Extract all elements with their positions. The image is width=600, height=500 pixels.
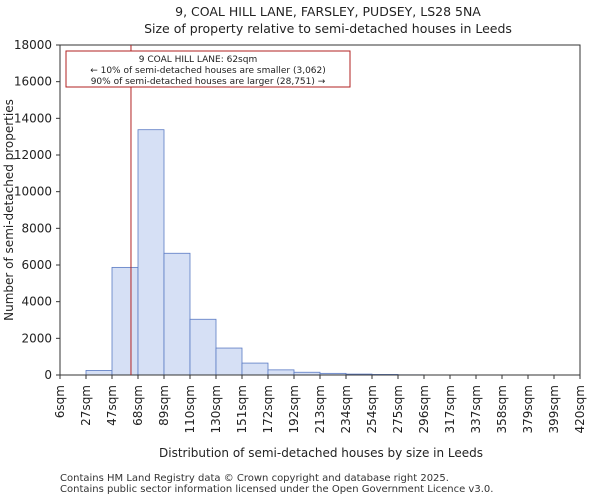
bar <box>267 369 295 376</box>
x-tick-label: 358sqm <box>495 385 509 433</box>
x-tick-label: 6sqm <box>53 385 67 418</box>
x-tick-label: 68sqm <box>131 385 145 426</box>
annotation-box <box>65 50 351 88</box>
bar <box>111 266 139 376</box>
x-tick-label: 254sqm <box>365 385 379 433</box>
y-tick-label: 4000 <box>21 295 52 309</box>
x-tick-label: 399sqm <box>547 385 561 433</box>
plot-area: 0 2000 4000 6000 8000 10000 12000 14000 16000 180… <box>14 38 587 433</box>
chart-subtitle: Size of property relative to semi-detach… <box>144 21 512 36</box>
x-tick-label: 337sqm <box>469 385 483 433</box>
x-tick-label: 213sqm <box>313 385 327 433</box>
y-tick-label: 2000 <box>21 331 52 345</box>
x-tick-label: 192sqm <box>287 385 301 433</box>
chart-title: 9, COAL HILL LANE, FARSLEY, PUDSEY, LS28… <box>175 4 481 19</box>
x-tick-label: 234sqm <box>339 385 353 433</box>
y-tick-label: 16000 <box>14 75 52 89</box>
y-tick-label: 18000 <box>14 38 52 52</box>
y-tick-label: 10000 <box>14 185 52 199</box>
x-tick-label: 89sqm <box>157 385 171 426</box>
footer-licence: Contains public sector information licen… <box>60 484 494 495</box>
annotation-line: 9 COAL HILL LANE: 62sqm <box>139 55 257 65</box>
y-axis-label: Number of semi-detached properties <box>2 99 16 321</box>
x-tick-label: 317sqm <box>443 385 457 433</box>
y-tick-label: 8000 <box>21 221 52 235</box>
bar <box>189 318 217 376</box>
bar <box>137 129 165 376</box>
x-tick-label: 379sqm <box>521 385 535 433</box>
y-tick-label: 12000 <box>14 148 52 162</box>
bar <box>241 362 269 376</box>
x-tick-label: 130sqm <box>209 385 223 433</box>
x-tick-label: 296sqm <box>417 385 431 433</box>
x-tick-label: 110sqm <box>183 385 197 433</box>
x-tick-label: 47sqm <box>105 385 119 426</box>
x-tick-label: 420sqm <box>573 385 587 433</box>
bar <box>85 370 113 376</box>
bar <box>215 347 243 376</box>
x-tick-label: 172sqm <box>261 385 275 433</box>
y-tick-label: 14000 <box>14 111 52 125</box>
annotation-line: ← 10% of semi-detached houses are smalle… <box>90 66 326 76</box>
footer-copyright: Contains HM Land Registry data © Crown c… <box>60 473 449 484</box>
y-tick-label: 0 <box>44 368 52 382</box>
annotation-line: 90% of semi-detached houses are larger (… <box>91 77 326 87</box>
bar <box>163 252 191 376</box>
y-tick-label: 6000 <box>21 258 52 272</box>
x-tick-label: 27sqm <box>79 385 93 426</box>
x-tick-label: 151sqm <box>235 385 249 433</box>
x-axis-label: Distribution of semi-detached houses by … <box>159 446 483 460</box>
x-tick-label: 275sqm <box>391 385 405 433</box>
